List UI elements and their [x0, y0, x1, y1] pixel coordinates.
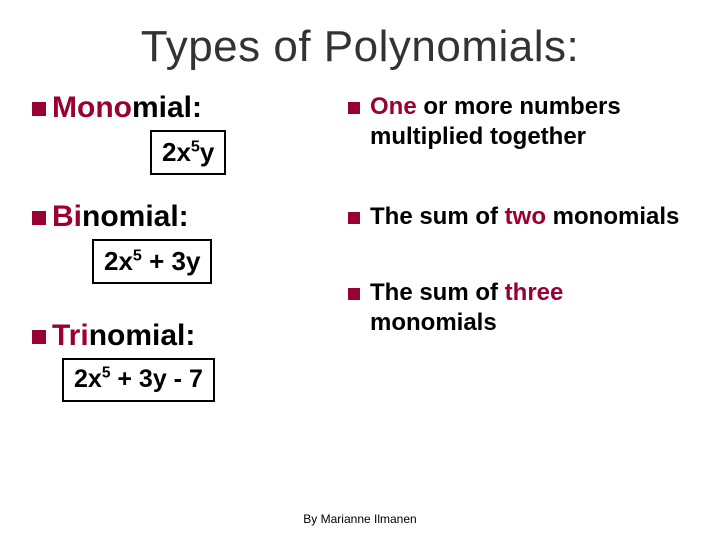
example-monomial: 2x5y: [150, 130, 226, 175]
term-heading-trinomial: Trinomial:: [32, 318, 330, 354]
square-bullet-icon: [348, 288, 360, 300]
footer-credit: By Marianne Ilmanen: [0, 512, 720, 526]
square-bullet-icon: [32, 330, 46, 344]
term-suffix: mial:: [132, 91, 202, 124]
term-suffix: nomial:: [82, 200, 189, 233]
term-prefix: Mono: [52, 91, 132, 124]
term-prefix: Tri: [52, 319, 89, 352]
definition-text: One or more numbers multiplied together: [370, 92, 692, 152]
term-block-trinomial: Trinomial: 2x5 + 3y - 7: [32, 318, 330, 402]
term-block-monomial: Monomial: 2x5y: [32, 90, 330, 175]
term-block-binomial: Binomial: 2x5 + 3y: [32, 199, 330, 284]
term-prefix: Bi: [52, 200, 82, 233]
term-heading-binomial: Binomial:: [32, 199, 330, 235]
definition-monomial: One or more numbers multiplied together: [348, 92, 692, 152]
content-region: Monomial: 2x5y Binomial: 2x5 + 3y: [0, 90, 720, 410]
definition-text: The sum of three monomials: [370, 278, 692, 338]
slide: Types of Polynomials: Monomial: 2x5y Bin…: [0, 0, 720, 540]
definition-trinomial: The sum of three monomials: [348, 278, 692, 338]
square-bullet-icon: [348, 102, 360, 114]
left-column: Monomial: 2x5y Binomial: 2x5 + 3y: [32, 90, 330, 410]
square-bullet-icon: [32, 102, 46, 116]
term-suffix: nomial:: [89, 319, 196, 352]
example-trinomial: 2x5 + 3y - 7: [62, 358, 215, 402]
square-bullet-icon: [348, 212, 360, 224]
square-bullet-icon: [32, 211, 46, 225]
page-title: Types of Polynomials:: [0, 0, 720, 90]
definition-binomial: The sum of two monomials: [348, 202, 692, 232]
right-column: One or more numbers multiplied together …: [348, 90, 692, 410]
definition-text: The sum of two monomials: [370, 202, 679, 232]
term-heading-monomial: Monomial:: [32, 90, 330, 126]
example-binomial: 2x5 + 3y: [92, 239, 212, 284]
